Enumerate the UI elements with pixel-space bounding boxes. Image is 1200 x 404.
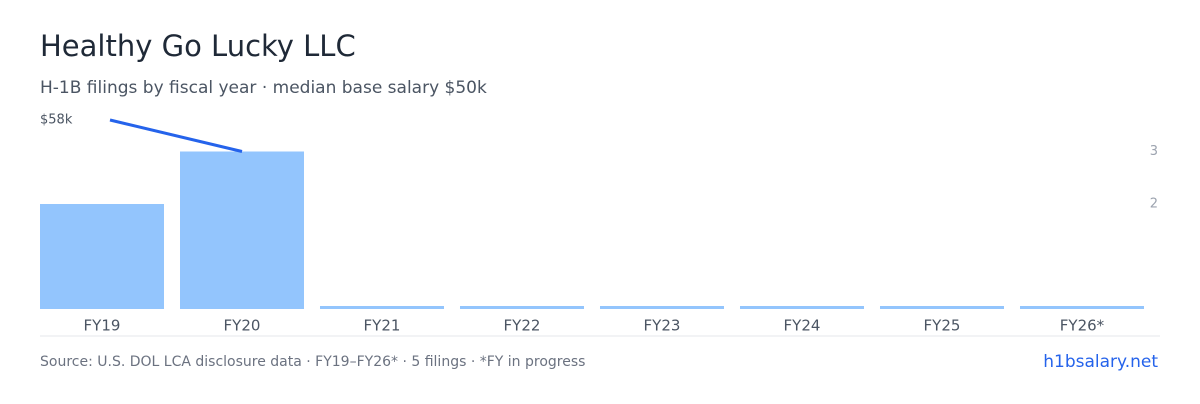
bar — [880, 306, 1004, 309]
x-tick-label: FY23 — [644, 317, 681, 335]
bar — [740, 306, 864, 309]
x-tick-label: FY25 — [924, 317, 961, 335]
bar — [40, 204, 164, 309]
x-tick-label: FY26* — [1060, 317, 1105, 335]
y-tick-label: $58k — [40, 113, 73, 128]
bar — [600, 306, 724, 309]
salary-line — [109, 118, 243, 153]
chart-subtitle: H-1B filings by fiscal year · median bas… — [40, 78, 487, 98]
x-tick-label: FY21 — [364, 317, 401, 335]
x-tick-label: FY19 — [84, 317, 121, 335]
bar — [460, 306, 584, 309]
x-tick-label: FY22 — [504, 317, 541, 335]
bar — [320, 306, 444, 309]
bar — [180, 151, 304, 309]
y2-tick-label: 2 — [1150, 197, 1158, 212]
chart-title: Healthy Go Lucky LLC — [40, 29, 356, 63]
brand-link[interactable]: h1bsalary.net — [1043, 352, 1158, 372]
source-note: Source: U.S. DOL LCA disclosure data · F… — [40, 354, 585, 370]
y2-tick-label: 3 — [1150, 144, 1158, 159]
bar — [1020, 306, 1144, 309]
x-tick-label: FY20 — [224, 317, 261, 335]
x-tick-label: FY24 — [784, 317, 821, 335]
